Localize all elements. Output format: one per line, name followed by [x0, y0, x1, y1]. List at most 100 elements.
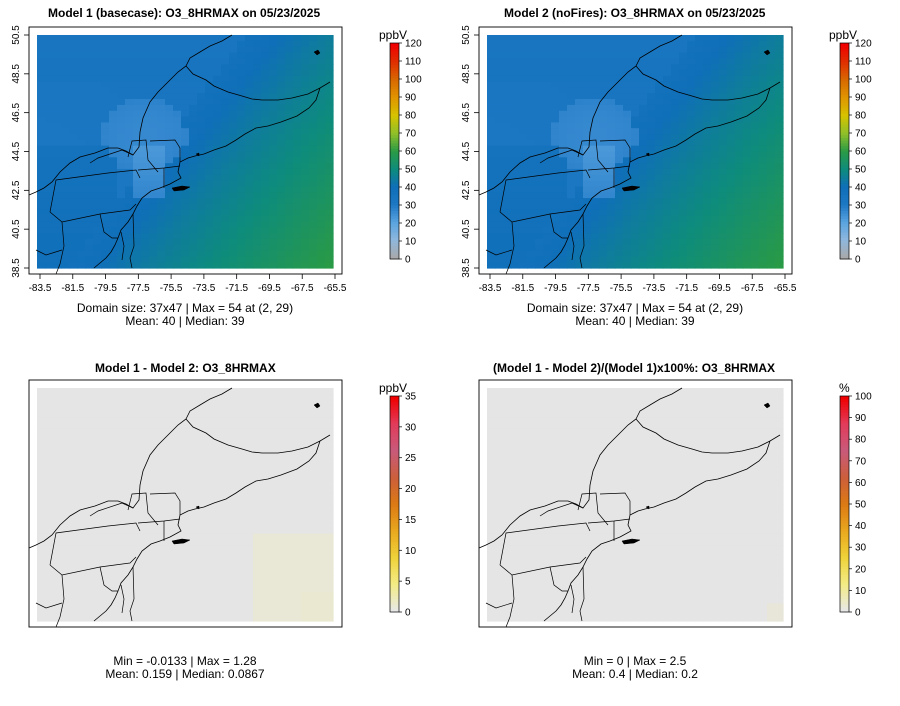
map-cell: [711, 157, 720, 164]
colorbar-segment: [840, 140, 849, 144]
map-cell: [197, 122, 206, 129]
map-cell: [277, 221, 286, 228]
map-cell: [189, 215, 198, 222]
map-cell: [317, 609, 326, 616]
map-cell: [37, 393, 46, 401]
map-cell: [583, 238, 592, 246]
map-cell: [663, 262, 672, 269]
map-cell: [261, 192, 270, 199]
map-cell: [727, 174, 736, 182]
map-cell: [711, 75, 720, 83]
map-cell: [181, 35, 190, 42]
map-cell: [511, 116, 520, 123]
map-cell: [623, 192, 632, 199]
colorbar-segment: [840, 61, 849, 66]
map-cell: [727, 393, 736, 401]
map-cell: [543, 104, 552, 112]
map-cell: [37, 586, 46, 593]
map-cell: [735, 250, 744, 257]
map-cell: [293, 186, 302, 193]
map-cell: [77, 510, 86, 517]
map-cell: [69, 198, 78, 205]
map-cell: [679, 215, 688, 222]
map-cell: [317, 157, 326, 164]
map-cell: [93, 498, 102, 506]
map-cell: [719, 128, 728, 135]
map-cell: [109, 603, 118, 610]
map-cell: [655, 186, 664, 193]
map-cell: [117, 533, 126, 541]
map-cell: [197, 527, 206, 535]
map-cell: [607, 227, 616, 234]
map-cell: [45, 609, 54, 616]
map-cell: [85, 46, 94, 54]
map-cell: [679, 128, 688, 135]
map-cell: [767, 157, 776, 164]
colorbar-tick-label: 80: [405, 111, 417, 122]
map-cell: [655, 122, 664, 129]
map-cell: [109, 422, 118, 430]
map-cell: [325, 69, 334, 77]
map-cell: [551, 163, 560, 170]
plot-frame: [28, 26, 343, 275]
map-cell: [285, 527, 294, 535]
map-cell: [487, 262, 496, 269]
map-cell: [591, 198, 600, 205]
map-cell: [309, 69, 318, 77]
map-cell: [687, 168, 696, 176]
map-cell: [253, 198, 262, 205]
map-cell: [125, 198, 134, 205]
map-cell: [487, 233, 496, 240]
map-cell: [277, 151, 286, 158]
map-cell: [181, 87, 190, 94]
map-cell: [173, 58, 182, 65]
map-cell: [317, 110, 326, 118]
map-cell: [687, 203, 696, 211]
map-cell: [117, 180, 126, 188]
map-cell: [743, 139, 752, 147]
map-cell: [125, 145, 134, 153]
map-cell: [189, 492, 198, 500]
map-cell: [285, 446, 294, 453]
map-cell: [575, 215, 584, 222]
map-cell: [109, 221, 118, 228]
map-cell: [735, 221, 744, 228]
map-cell: [197, 215, 206, 222]
colorbar-segment: [390, 433, 399, 437]
map-cell: [133, 122, 142, 129]
colorbar-segment: [390, 487, 399, 491]
map-cell: [519, 75, 528, 83]
map-cell: [245, 562, 254, 570]
map-cell: [53, 93, 62, 100]
map-cell: [205, 139, 214, 147]
map-cell: [511, 46, 520, 54]
map-cell: [165, 250, 174, 257]
map-cell: [301, 69, 310, 77]
map-cell: [711, 93, 720, 100]
map-cell: [37, 405, 46, 412]
map-cell: [197, 615, 206, 622]
colorbar-segment: [840, 94, 849, 98]
map-cell: [149, 110, 158, 118]
map-cell: [133, 551, 142, 558]
map-cell: [37, 475, 46, 482]
map-cell: [535, 186, 544, 193]
map-cell: [317, 551, 326, 558]
map-cell: [647, 215, 656, 222]
colorbar-segment: [840, 64, 849, 68]
map-cell: [45, 516, 54, 523]
map-cell: [157, 510, 166, 517]
map-cell: [93, 527, 102, 535]
map-cell: [221, 422, 230, 430]
map-cell: [69, 203, 78, 211]
colorbar-segment: [390, 576, 399, 581]
map-cell: [527, 40, 536, 48]
map-cell: [623, 134, 632, 141]
map-cell: [277, 574, 286, 581]
map-cell: [711, 215, 720, 222]
map-cell: [583, 256, 592, 263]
map-cell: [261, 591, 270, 599]
map-cell: [285, 545, 294, 552]
map-cell: [615, 399, 624, 407]
